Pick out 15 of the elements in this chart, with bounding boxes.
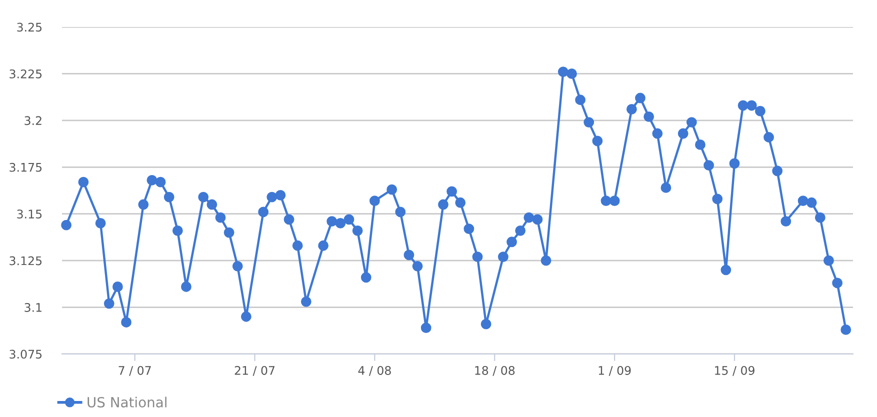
y-tick-label: 3.175 (10, 162, 42, 172)
legend-label: US National (88, 396, 166, 408)
y-tick-label: 3.225 (10, 69, 42, 78)
y-tick-label: 3.15 (17, 210, 42, 219)
y-tick-label: 3.075 (10, 350, 42, 359)
x-tick-label: 1 / 09 (598, 366, 631, 376)
x-tick-label: 7 / 07 (118, 366, 151, 376)
y-tick-label: 3.2 (24, 116, 42, 126)
x-tick-label: 4 / 08 (358, 366, 391, 376)
y-tick-label: 3.1 (24, 303, 42, 312)
y-tick-label: 3.125 (10, 256, 42, 266)
x-tick-label: 18 / 08 (475, 366, 515, 376)
x-tick-label: 21 / 07 (234, 366, 275, 376)
y-tick-label: 3.25 (17, 22, 42, 32)
x-tick-label: 15 / 09 (715, 366, 754, 376)
